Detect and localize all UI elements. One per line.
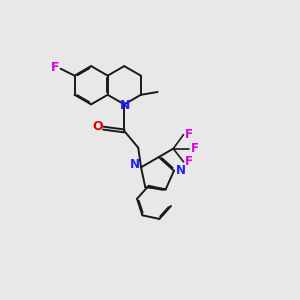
Text: N: N xyxy=(130,158,140,171)
Text: O: O xyxy=(92,120,103,133)
Text: F: F xyxy=(51,61,59,74)
Text: N: N xyxy=(176,164,185,177)
Text: F: F xyxy=(184,128,193,141)
Text: F: F xyxy=(190,142,199,155)
Text: F: F xyxy=(184,155,193,168)
Text: N: N xyxy=(120,99,130,112)
